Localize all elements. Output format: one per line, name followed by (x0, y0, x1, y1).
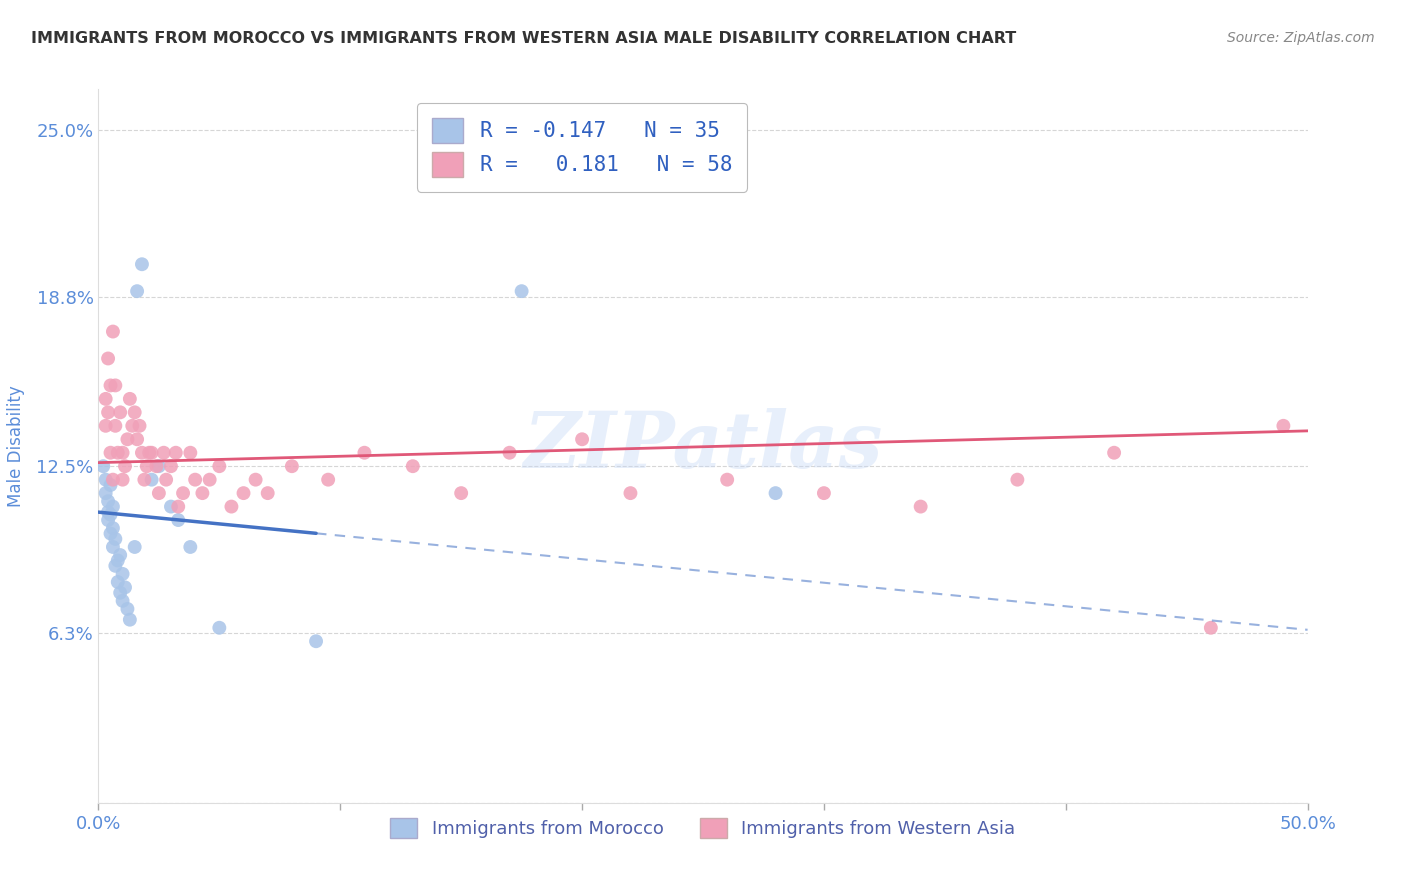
Point (124, 540, 146, 554)
Point (100, 446, 122, 460)
Point (402, 459, 425, 474)
Point (104, 558, 127, 573)
Point (167, 500, 190, 514)
Point (148, 459, 170, 474)
Point (107, 553, 129, 567)
Point (104, 418, 127, 433)
Point (100, 478, 122, 492)
Point (108, 405, 131, 419)
Point (1102, 446, 1125, 460)
Point (167, 513, 190, 527)
Point (97, 513, 120, 527)
Point (100, 378, 122, 392)
Point (117, 432, 139, 446)
Point (107, 574, 129, 589)
Point (165, 446, 187, 460)
Point (571, 432, 593, 446)
Point (131, 446, 153, 460)
Point (131, 257, 153, 271)
Point (114, 580, 136, 594)
Point (101, 473, 124, 487)
Point (245, 473, 267, 487)
Point (198, 473, 221, 487)
Point (141, 446, 163, 460)
Point (179, 446, 201, 460)
Point (316, 473, 339, 487)
Point (184, 473, 207, 487)
Point (1007, 473, 1029, 487)
Point (111, 594, 134, 608)
Point (208, 621, 231, 635)
Point (101, 325, 124, 339)
Point (121, 418, 143, 433)
Point (353, 446, 375, 460)
Point (179, 540, 201, 554)
Point (152, 446, 174, 460)
Point (117, 602, 139, 616)
Point (118, 392, 141, 406)
Point (141, 473, 163, 487)
Point (813, 486, 835, 500)
Point (138, 446, 160, 460)
Y-axis label: Male Disability: Male Disability (7, 385, 25, 507)
Legend: Immigrants from Morocco, Immigrants from Western Asia: Immigrants from Morocco, Immigrants from… (381, 809, 1025, 847)
Point (108, 586, 131, 600)
Point (450, 486, 472, 500)
Point (221, 500, 243, 514)
Point (101, 500, 124, 514)
Point (91, 459, 114, 474)
Point (101, 540, 124, 554)
Point (145, 459, 167, 474)
Point (97, 351, 120, 366)
Point (94, 392, 117, 406)
Point (127, 284, 149, 298)
Point (100, 526, 122, 541)
Point (160, 459, 183, 474)
Point (97, 505, 120, 519)
Point (111, 473, 134, 487)
Point (208, 459, 231, 474)
Text: IMMIGRANTS FROM MOROCCO VS IMMIGRANTS FROM WESTERN ASIA MALE DISABILITY CORRELAT: IMMIGRANTS FROM MOROCCO VS IMMIGRANTS FR… (31, 31, 1017, 46)
Point (97, 405, 120, 419)
Point (155, 473, 177, 487)
Point (94, 486, 117, 500)
Text: Source: ZipAtlas.com: Source: ZipAtlas.com (1227, 31, 1375, 45)
Point (124, 405, 146, 419)
Point (100, 508, 122, 522)
Point (94, 418, 117, 433)
Point (118, 613, 141, 627)
Point (127, 432, 149, 446)
Point (94, 473, 117, 487)
Point (910, 500, 932, 514)
Text: ZIPatlas: ZIPatlas (523, 408, 883, 484)
Point (148, 486, 170, 500)
Point (104, 378, 127, 392)
Point (108, 548, 131, 562)
Point (172, 486, 194, 500)
Point (114, 459, 136, 474)
Point (498, 446, 520, 460)
Point (128, 418, 150, 433)
Point (135, 459, 157, 474)
Point (232, 486, 254, 500)
Point (1199, 621, 1222, 635)
Point (281, 459, 304, 474)
Point (160, 500, 183, 514)
Point (111, 446, 134, 460)
Point (765, 486, 787, 500)
Point (111, 566, 134, 581)
Point (134, 473, 156, 487)
Point (1272, 418, 1295, 433)
Point (256, 486, 278, 500)
Point (104, 532, 127, 546)
Point (619, 486, 641, 500)
Point (716, 473, 738, 487)
Point (107, 446, 129, 460)
Point (101, 521, 124, 535)
Point (305, 634, 328, 648)
Point (97, 494, 120, 508)
Point (510, 284, 533, 298)
Point (191, 486, 214, 500)
